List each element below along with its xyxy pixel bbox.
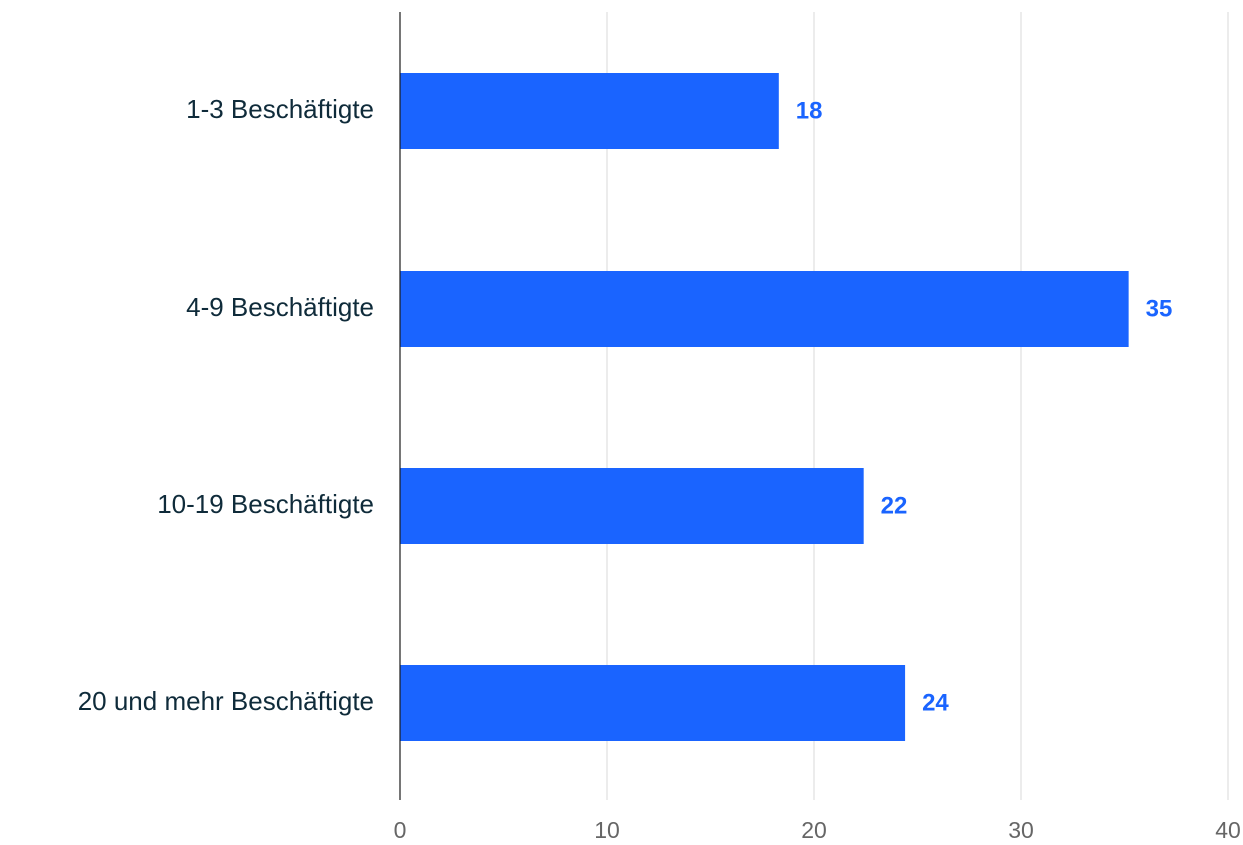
bars [400, 73, 1129, 741]
bar [400, 73, 779, 149]
bar [400, 271, 1129, 347]
bar [400, 665, 906, 741]
category-labels: 1-3 Beschäftigte 4-9 Beschäftigte 10-19 Be… [78, 94, 374, 716]
x-tick-label: 30 [1008, 817, 1034, 843]
category-label: 1-3 Beschäftigte [186, 94, 374, 124]
x-tick-label: 0 [394, 817, 407, 843]
category-label: 10-19 Beschäftigte [157, 489, 374, 519]
value-label: 18 [796, 98, 823, 125]
value-labels: 18 35 22 24 [796, 98, 1173, 717]
x-tick-label: 20 [801, 817, 827, 843]
x-tick-label: 40 [1215, 817, 1241, 843]
value-label: 24 [922, 690, 949, 717]
category-label: 4-9 Beschäftigte [186, 292, 374, 322]
x-tick-label: 10 [594, 817, 620, 843]
category-label: 20 und mehr Beschäftigte [78, 686, 374, 716]
value-label: 35 [1146, 296, 1173, 323]
value-label: 22 [881, 493, 908, 520]
bar [400, 468, 864, 544]
x-tick-labels: 0 10 20 30 40 [394, 817, 1241, 843]
